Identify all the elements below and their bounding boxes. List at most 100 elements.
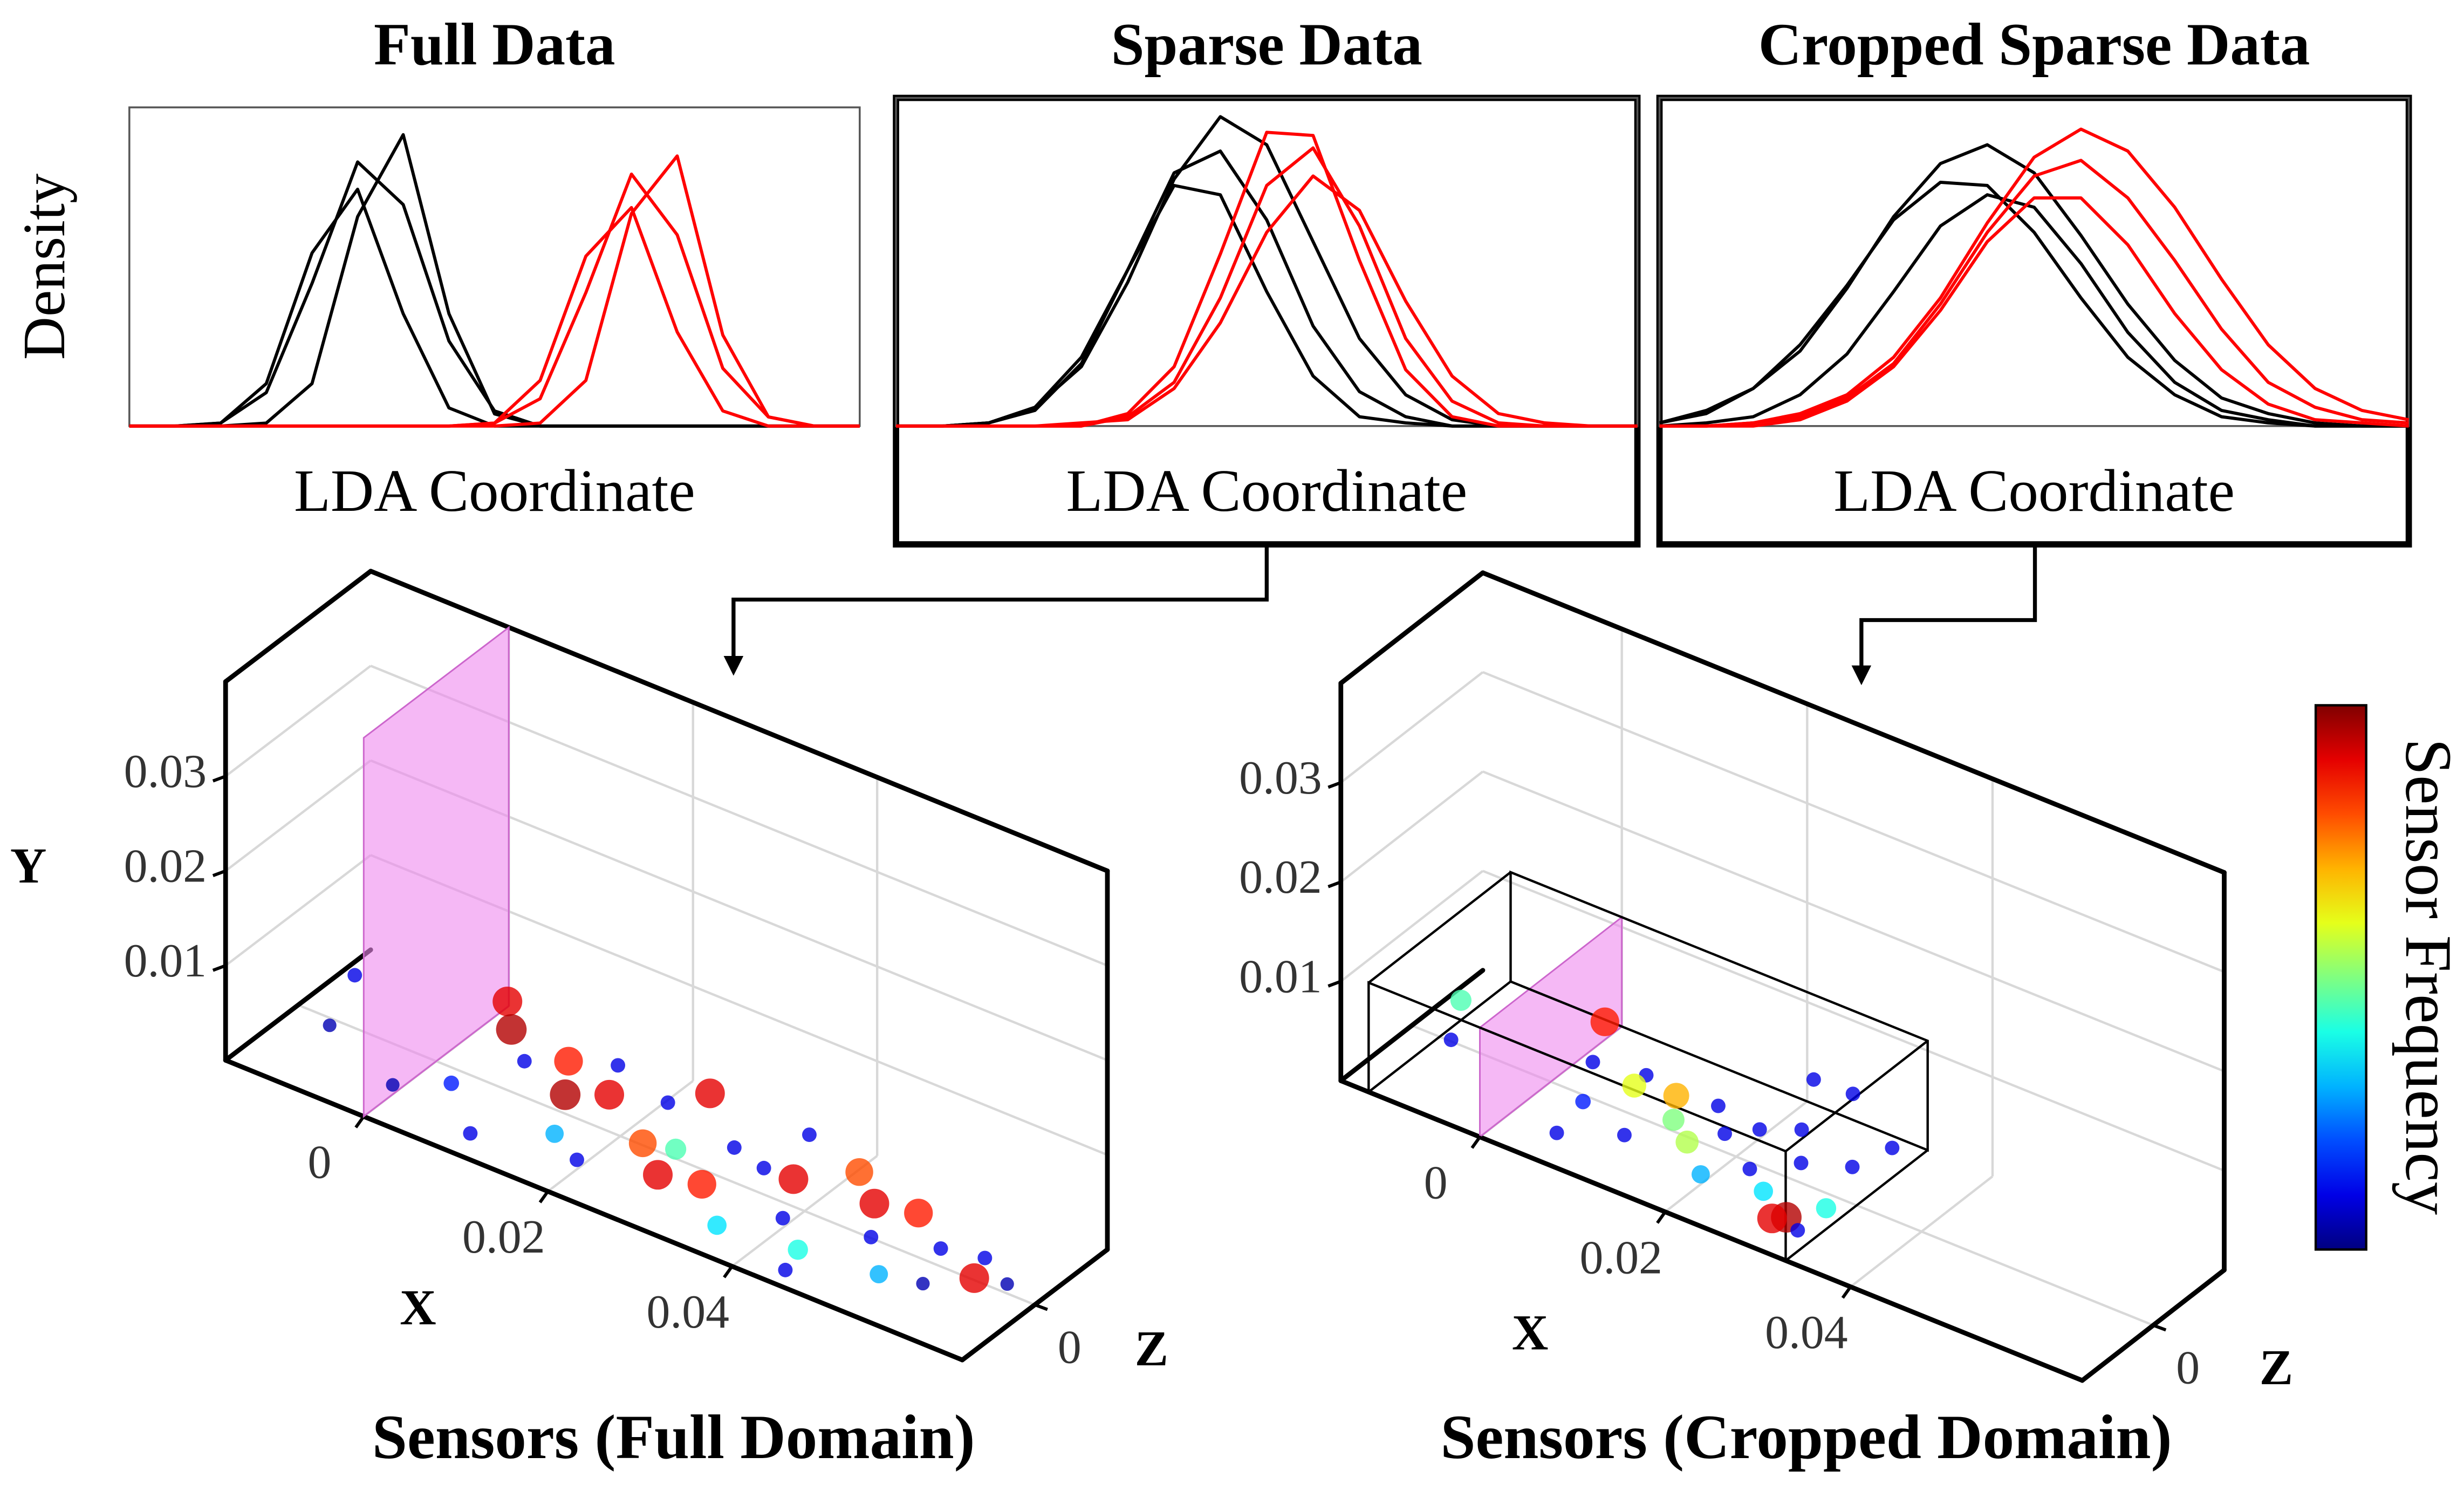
axis-edge (368, 569, 1110, 873)
y-tick-label: 0.02 (1239, 851, 1322, 903)
sensor-point (756, 1160, 771, 1175)
sensor-point (665, 1138, 687, 1160)
panel-title: Cropped Sparse Data (1758, 11, 2310, 78)
z-axis-label: Z (1135, 1321, 1168, 1377)
sensor-point (870, 1265, 888, 1284)
sensor-point (492, 987, 523, 1016)
grid-line (1340, 671, 1484, 784)
sensor-point (1443, 1032, 1459, 1048)
sensor-point (977, 1250, 993, 1266)
density-curve (129, 154, 860, 428)
sensor-point (802, 1127, 817, 1143)
y-axis-label: Density (11, 173, 78, 360)
panel-title: Full Data (374, 11, 615, 78)
x-axis-label: X (1512, 1305, 1549, 1361)
sensor-point (1622, 1073, 1646, 1098)
axis-edge (223, 947, 373, 1063)
axis-edge (223, 569, 373, 684)
panel-title: Sparse Data (1111, 11, 1422, 78)
x-tick-label: 0.02 (462, 1210, 545, 1263)
sensor-point (1757, 1203, 1787, 1234)
sensor-point (1549, 1125, 1564, 1140)
arrow (723, 544, 1269, 676)
sensor-point (1000, 1277, 1014, 1291)
grid-line (224, 760, 372, 872)
density-curve (896, 115, 1638, 428)
sensor-point (1790, 1223, 1805, 1238)
density-curve (896, 131, 1638, 428)
sensor-point (1885, 1140, 1900, 1155)
sensor-point (1663, 1083, 1689, 1109)
density-curve (1659, 159, 2409, 428)
sensor-point (1711, 1098, 1726, 1113)
y-tick-label: 0.01 (124, 934, 207, 987)
x-tick-label: 0.02 (1579, 1231, 1662, 1283)
sensor-point (1845, 1086, 1860, 1102)
x-tick-label: 0.04 (1765, 1306, 1848, 1358)
sensor-point (788, 1240, 808, 1260)
sensor-point (1754, 1181, 1774, 1201)
plot-area (128, 106, 861, 427)
sensor-point (347, 968, 362, 983)
x-axis-label: LDA Coordinate (1833, 458, 2235, 524)
sensor-point (1691, 1165, 1710, 1184)
density-curve (1659, 193, 2409, 428)
density-curve (1659, 196, 2409, 428)
axis-edge (223, 1058, 965, 1363)
sensor-point (1450, 989, 1472, 1011)
sensor-point (594, 1079, 625, 1110)
axis-edge (2079, 1267, 2227, 1383)
grid-line (1482, 870, 2225, 1172)
sensor-point (1742, 1161, 1757, 1177)
sensor-point (916, 1277, 930, 1291)
plot-area (895, 97, 1639, 427)
z-tick-label: 0 (1058, 1321, 1082, 1373)
sensor-point (611, 1058, 626, 1073)
sensor-point (1617, 1127, 1632, 1143)
x-axis-label: LDA Coordinate (294, 458, 695, 524)
density-curve (1659, 127, 2410, 428)
z-axis-label: Z (2260, 1340, 2293, 1396)
sensor-point (443, 1075, 460, 1091)
plot-area (1658, 97, 2410, 427)
sensor-point (1816, 1198, 1837, 1219)
panel-title: Sensors (Full Domain) (372, 1403, 975, 1472)
sensor-point (496, 1014, 527, 1045)
sensor-point (570, 1152, 584, 1167)
colorbar-label: Sensor Frequency (2392, 738, 2464, 1215)
y-tick-label: 0.01 (1239, 950, 1322, 1002)
sensor-point (933, 1241, 948, 1256)
sensor-point (545, 1124, 564, 1143)
density-curve (129, 206, 860, 428)
density-curve (129, 187, 860, 428)
colorbar (2314, 704, 2367, 1251)
y-tick-label: 0.03 (1239, 751, 1322, 804)
sensor-point (628, 1129, 657, 1158)
y-tick-label: 0.03 (124, 745, 207, 797)
sensor-point (517, 1054, 532, 1069)
sensor-point (864, 1229, 879, 1244)
z-tick-label: 0 (2176, 1342, 2200, 1394)
axis-edge (1480, 570, 2227, 875)
sensor-point (1717, 1126, 1732, 1141)
axis-edge (960, 1247, 1110, 1363)
y-axis-label: Y (10, 838, 47, 894)
grid-line (224, 665, 372, 777)
sensor-point (463, 1126, 478, 1141)
grid-line (1482, 671, 2225, 973)
sensor-point (323, 1018, 337, 1032)
sensor-point (1806, 1072, 1821, 1087)
density-curve (896, 146, 1638, 428)
sensor-point (727, 1140, 742, 1155)
sensor-point (386, 1078, 400, 1092)
sensor-point (904, 1199, 933, 1228)
sensor-point (778, 1262, 793, 1277)
grid-line (224, 854, 372, 967)
density-curve (129, 133, 860, 428)
x-axis-label: LDA Coordinate (1066, 458, 1467, 524)
sensor-point (959, 1263, 989, 1293)
grid-line (1482, 770, 2225, 1072)
sensor-point (554, 1047, 583, 1076)
